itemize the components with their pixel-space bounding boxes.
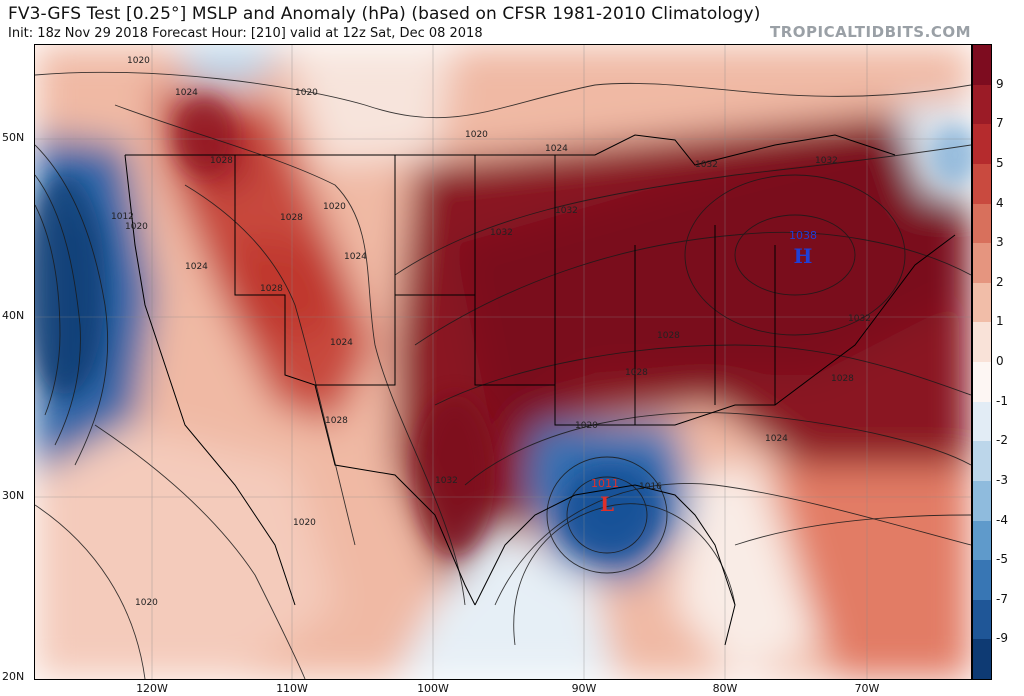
isobar-label: 1024 [185, 262, 208, 272]
colorbar-label: 7 [996, 116, 1004, 131]
isobar-label: 1032 [695, 160, 718, 170]
colorbar-label: 3 [996, 235, 1004, 250]
isobar-label: 1024 [330, 338, 353, 348]
colorbar-label: -9 [996, 631, 1008, 646]
isobar-label: 1012 [111, 212, 134, 222]
colorbar-swatch [973, 243, 991, 283]
isobar-label: 1020 [465, 130, 488, 140]
isobar-label: 1024 [344, 252, 367, 262]
svg-text:1011: 1011 [591, 477, 619, 490]
colorbar-swatch [973, 560, 991, 600]
colorbar-label: 5 [996, 155, 1004, 170]
colorbar-swatch [973, 599, 991, 640]
colorbar-swatch [973, 480, 991, 521]
colorbar-swatch [973, 282, 991, 323]
isobar-label: 1020 [575, 421, 598, 431]
colorbar-swatch [973, 203, 991, 244]
graticule [35, 45, 971, 679]
isobar-label: 1020 [293, 518, 316, 528]
colorbar-label: -7 [996, 591, 1008, 606]
colorbar-label: 1 [996, 314, 1004, 329]
isobar-label: 1020 [127, 56, 150, 66]
lat-label-20n: 20N [2, 670, 25, 683]
map-title: FV3-GFS Test [0.25°] MSLP and Anomaly (h… [8, 4, 761, 24]
colorbar-swatch [973, 362, 991, 402]
isobar-label: 1028 [625, 368, 648, 378]
isobar-labels: 1020 1024 1028 1020 1020 1024 1028 1032 1024 1024… [111, 56, 871, 608]
high-pressure-center: 1038 H [789, 229, 817, 268]
colorbar-label: -4 [996, 512, 1008, 527]
isobar-label: 1020 [135, 598, 158, 608]
colorbar-label: 0 [996, 354, 1004, 368]
lon-label-100w: 100W [417, 682, 449, 695]
colorbar-label: 4 [996, 195, 1004, 210]
colorbar-swatch [973, 163, 991, 204]
isobar-label: 1016 [639, 482, 662, 492]
colorbar-label: 2 [996, 274, 1004, 289]
weather-map: 1020 1024 1028 1020 1020 1024 1028 1032 1024 1024… [34, 44, 972, 680]
lat-label-50n: 50N [2, 131, 25, 144]
isobar-label: 1020 [295, 88, 318, 98]
lat-label-30n: 30N [2, 489, 25, 502]
lon-label-70w: 70W [854, 682, 880, 695]
map-subtitle: Init: 18z Nov 29 2018 Forecast Hour: [21… [8, 26, 483, 41]
isobar-label: 1024 [765, 434, 788, 444]
isobar-label: 1028 [260, 284, 283, 294]
lon-label-90w: 90W [571, 682, 597, 695]
isobar-label: 1024 [545, 144, 568, 154]
colorbar-swatch [973, 639, 991, 679]
anomaly-colorbar [972, 44, 992, 680]
lat-label-40n: 40N [2, 309, 25, 322]
svg-text:L: L [600, 492, 614, 516]
isobars [35, 71, 971, 679]
isobar-label: 1028 [325, 416, 348, 426]
isobar-label: 1028 [657, 331, 680, 341]
isobar-label: 1032 [435, 476, 458, 486]
isobar-label: 1028 [831, 374, 854, 384]
colorbar-label: -3 [996, 472, 1008, 487]
colorbar-swatch [973, 124, 991, 164]
colorbar-swatch [973, 401, 991, 442]
colorbar-swatch [973, 322, 991, 362]
svg-text:H: H [794, 244, 813, 268]
isobar-label: 1032 [815, 156, 838, 166]
isobar-label: 1032 [555, 206, 578, 216]
colorbar-label: -2 [996, 433, 1008, 448]
colorbar-label: -1 [996, 393, 1008, 408]
colorbar-swatch [973, 45, 991, 85]
colorbar-label: 9 [996, 76, 1004, 91]
isobar-label: 1024 [175, 88, 198, 98]
boundaries [124, 134, 956, 646]
isobar-label: 1028 [280, 213, 303, 223]
colorbar-swatch [973, 520, 991, 561]
colorbar-label: -5 [996, 552, 1008, 567]
isobar-label: 1020 [323, 202, 346, 212]
svg-text:1038: 1038 [789, 229, 817, 242]
isobar-label: 1028 [210, 156, 233, 166]
isobar-label: 1020 [125, 222, 148, 232]
brand-logo-text: TROPICALTIDBITS.COM [770, 23, 971, 41]
lon-label-80w: 80W [712, 682, 738, 695]
isobar-label: 1032 [490, 228, 513, 238]
colorbar-swatch [973, 441, 991, 481]
colorbar-swatch [973, 84, 991, 125]
lon-label-110w: 110W [276, 682, 308, 695]
low-pressure-center: 1011 L [591, 477, 619, 516]
lon-label-120w: 120W [136, 682, 168, 695]
isobar-label: 1032 [848, 314, 871, 324]
